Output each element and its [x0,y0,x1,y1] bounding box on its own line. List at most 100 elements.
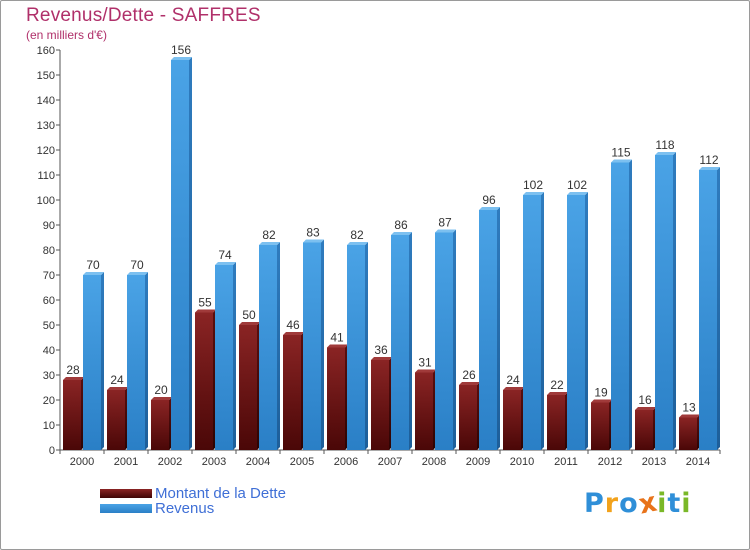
bar-revenue-side [673,152,676,450]
bar-debt-top [239,322,260,325]
data-label-revenue: 102 [523,178,543,192]
logo-letter: i [681,488,692,519]
x-tick-label: 2003 [202,456,226,468]
bar-revenue-side [365,242,368,450]
y-tick-label: 20 [43,395,55,407]
bar-debt-top [371,357,392,360]
bar-revenue-top [435,229,456,233]
legend-item-debt: Montant de la Dette [100,486,286,501]
data-label-debt: 13 [682,401,696,415]
legend-item-revenue: Revenus [100,501,286,516]
bar-debt [283,335,301,450]
y-tick-label: 30 [43,370,55,382]
x-tick-label: 2004 [246,456,270,468]
axes: 0 10 20 30 40 50 60 70 80 90 100 110 120 130 140 150 160… [37,45,721,468]
data-label-debt: 55 [198,296,212,310]
bar-debt [547,395,565,450]
x-tick-label: 2008 [422,456,446,468]
data-label-debt: 50 [242,308,256,322]
bar-debt [371,360,389,450]
x-tick-label: 2014 [686,456,710,468]
data-label-debt: 22 [550,378,564,392]
x-tick-label: 2012 [598,456,622,468]
bar-revenue-side [585,192,588,450]
bar-revenue [699,170,717,450]
bar-revenue-top [259,242,280,245]
bars [63,57,720,450]
legend-label-revenue: Revenus [155,500,215,517]
bar-debt-top [283,332,304,335]
bar-revenue [303,242,321,450]
bar-revenue-side [541,192,544,450]
bar-debt-top [459,382,480,385]
bar-debt-top [679,414,700,418]
legend-swatch-revenue [100,504,152,513]
y-tick-label: 130 [37,120,55,132]
bar-revenue [83,275,101,450]
bar-revenue [215,265,233,450]
bar-revenue-side [189,57,192,450]
y-tick-label: 150 [37,70,55,82]
bar-debt-top [415,369,436,373]
legend-label-debt: Montant de la Dette [155,485,286,502]
bar-debt-top [327,344,348,348]
y-tick-label: 0 [49,445,55,457]
bar-revenue [655,155,673,450]
data-label-debt: 28 [66,363,80,377]
logo-letter: P [584,488,605,519]
bar-revenue [611,162,629,450]
bar-revenue-top [523,192,544,195]
data-label-revenue: 82 [262,228,276,242]
data-label-revenue: 70 [86,258,100,272]
y-tick-label: 50 [43,320,55,332]
bar-debt [415,372,433,450]
bar-debt [679,417,697,450]
bar-debt-top [547,392,568,395]
logo-letter: r [604,488,620,519]
bar-revenue-top [391,232,412,235]
bar-debt-top [503,387,524,390]
bar-debt [459,385,477,450]
bar-revenue [567,195,585,450]
data-label-revenue: 156 [171,43,191,57]
bar-revenue [479,210,497,450]
y-tick-label: 80 [43,245,55,257]
bar-revenue-top [215,262,236,265]
y-tick-label: 60 [43,295,55,307]
bar-debt [151,400,169,450]
data-label-debt: 19 [594,386,608,400]
x-tick-label: 2002 [158,456,182,468]
data-label-revenue: 118 [655,138,674,152]
bar-revenue-top [347,242,368,245]
bar-revenue-side [145,272,148,450]
data-label-debt: 16 [638,393,652,407]
bar-revenue [171,60,189,450]
chart-subtitle: (en milliers d'€) [26,28,107,42]
y-tick-label: 100 [37,195,55,207]
bar-debt [107,390,125,450]
data-label-revenue: 70 [130,258,144,272]
bar-revenue-top [479,207,500,210]
bar-debt-top [635,407,656,410]
bar-debt [195,312,213,450]
bar-revenue-side [277,242,280,450]
bar-revenue-side [497,207,500,450]
y-tick-label: 140 [37,95,55,107]
x-tick-label: 2005 [290,456,314,468]
bar-revenue-top [655,152,676,155]
data-label-debt: 41 [330,331,344,345]
bar-revenue-side [101,272,104,450]
y-tick-label: 10 [43,420,55,432]
data-label-debt: 46 [286,318,300,332]
y-tick-label: 160 [37,45,55,57]
y-tick-label: 70 [43,270,55,282]
bar-debt [591,402,609,450]
data-label-revenue: 96 [482,193,496,207]
x-tick-label: 2007 [378,456,402,468]
data-label-debt: 24 [110,373,124,387]
x-tick-label: 2011 [554,456,578,468]
data-labels: 28 70 24 70 20 156 55 74 50 82 46 83 41 82 36 86 31 87 26 9… [66,43,719,415]
bar-debt [239,325,257,450]
x-tick-label: 2000 [70,456,94,468]
